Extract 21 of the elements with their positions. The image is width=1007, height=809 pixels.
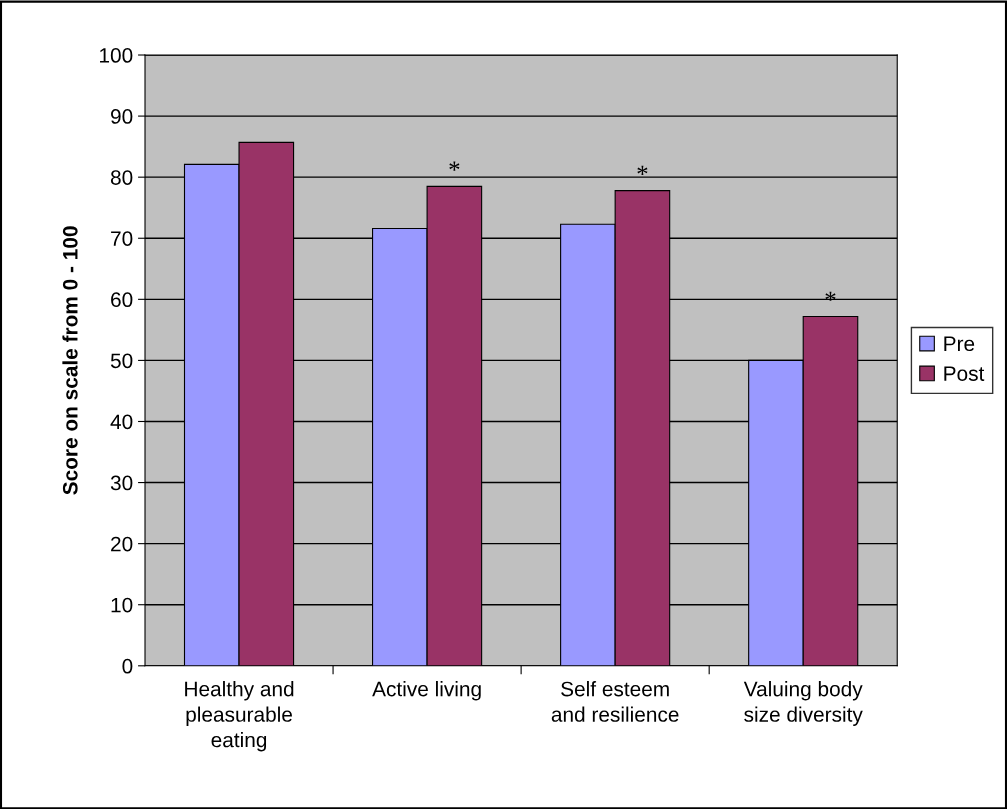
legend-label: Pre: [944, 336, 975, 352]
y-tick-label: 70: [111, 231, 133, 246]
y-tick-label: 30: [110, 475, 133, 491]
x-tick-label: Self esteem and resilience: [551, 681, 679, 722]
legend-label: Post: [944, 366, 985, 381]
y-tick-label: 10: [111, 597, 133, 613]
y-tick-label: 80: [110, 170, 133, 185]
y-tick-label: 40: [110, 414, 133, 430]
y-tick-label: 50: [110, 353, 133, 369]
y-tick-label: 60: [111, 292, 133, 308]
annotation: *: [825, 291, 836, 301]
x-tick-label: Healthy and pleasurable eating: [185, 681, 294, 752]
y-tick-label: 90: [111, 109, 133, 124]
x-tick-label: Valuing body size diversity: [743, 681, 863, 726]
y-tick-label: 100: [100, 48, 133, 63]
x-tick-label: Active living: [372, 681, 481, 701]
annotation: *: [637, 165, 648, 176]
annotation: *: [449, 161, 460, 171]
y-tick-label: 0: [122, 658, 133, 674]
y-tick-label: 20: [111, 536, 133, 552]
y-axis-title: Score on scale from 0 - 100: [62, 226, 78, 495]
